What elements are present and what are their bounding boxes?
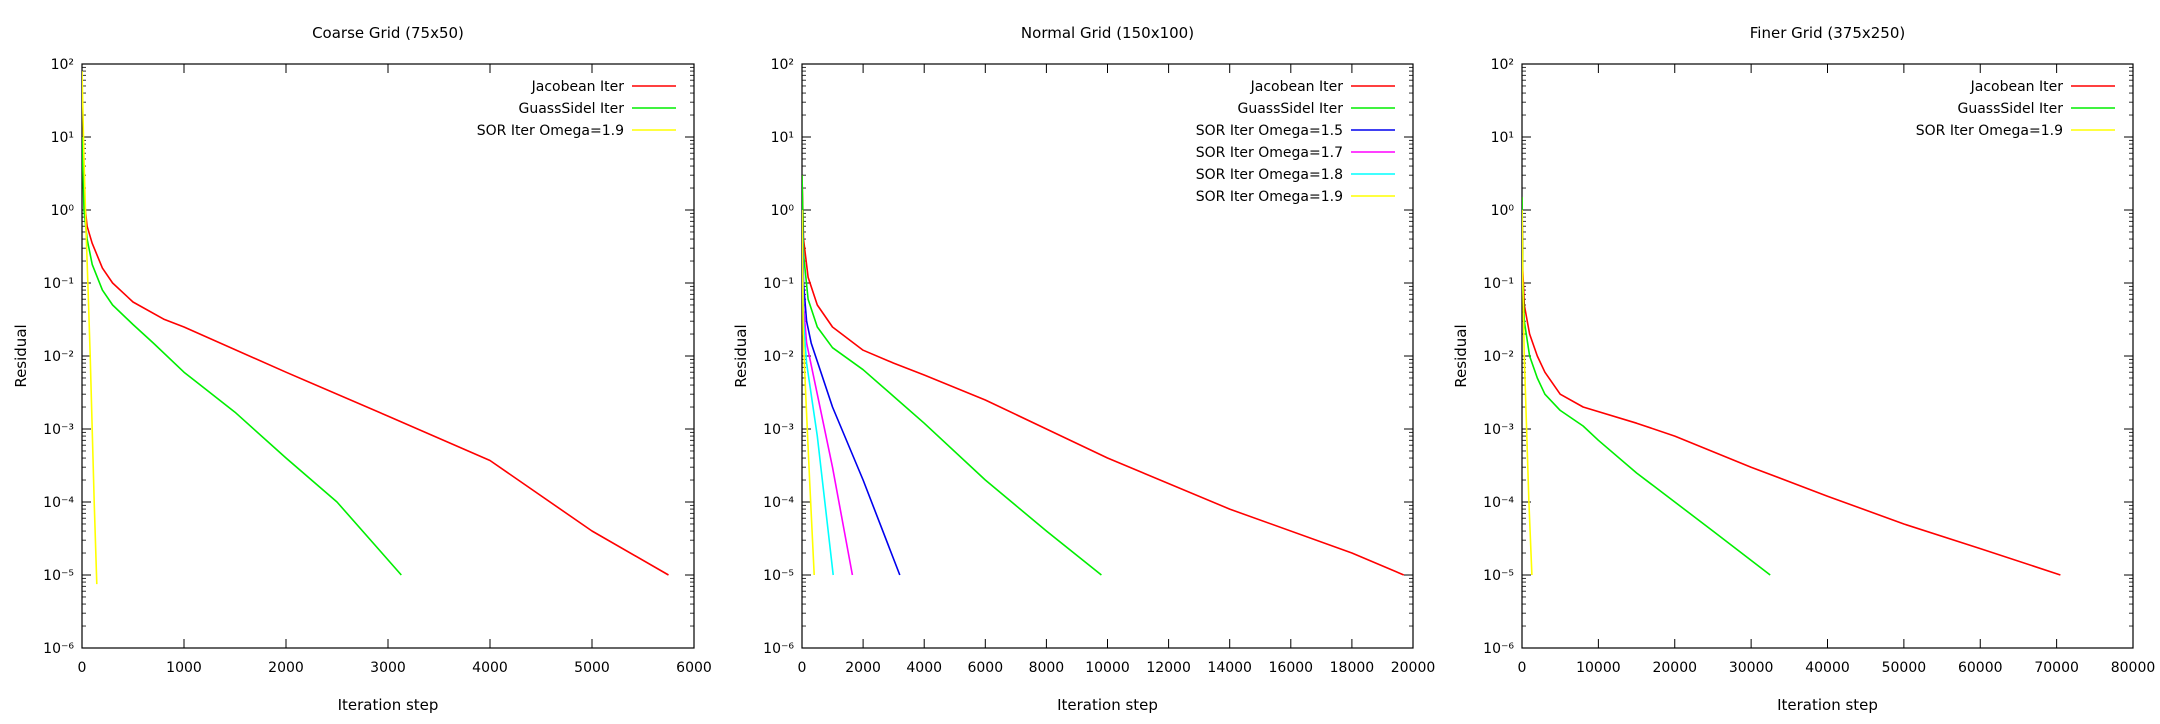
y-tick-label: 10² — [771, 57, 794, 73]
legend-label: GuassSidel Iter — [519, 101, 625, 117]
x-axis-label: Iteration step — [1057, 696, 1158, 714]
y-tick-label: 10⁻¹ — [1483, 276, 1514, 292]
x-axis-label: Iteration step — [338, 696, 439, 714]
x-tick-label: 2000 — [268, 660, 304, 676]
legend-label: SOR Iter Omega=1.5 — [1196, 123, 1343, 139]
legend-label: SOR Iter Omega=1.9 — [477, 123, 624, 139]
chart-panel-3: Finer Grid (375x250) 10⁻⁶ 10⁻⁵ 10⁻⁴ 10⁻³ 10⁻²… — [1452, 24, 2155, 714]
y-tick-label: 10⁻⁴ — [1483, 495, 1514, 511]
x-tick-label: 2000 — [845, 660, 881, 676]
x-axis-label: Iteration step — [1777, 696, 1878, 714]
y-tick-label: 10⁻³ — [763, 422, 794, 438]
x-tick-label: 5000 — [574, 660, 610, 676]
chart-title: Coarse Grid (75x50) — [312, 24, 464, 42]
series-line-1 — [802, 175, 1405, 576]
chart-panel-1: Coarse Grid (75x50) 10⁻⁶ 10⁻⁵ 10⁻⁴ 10⁻³ 10⁻² 1… — [12, 24, 712, 714]
y-axis-label: Residual — [1452, 324, 1470, 387]
y-tick-label: 10⁻² — [1483, 349, 1514, 365]
series-line-3 — [1522, 209, 1533, 576]
y-tick-label: 10¹ — [51, 130, 74, 146]
y-tick-label: 10⁻¹ — [763, 276, 794, 292]
legend-label: GuassSidel Iter — [1238, 101, 1344, 117]
y-tick-label: 10⁻³ — [1483, 422, 1514, 438]
series-line-6 — [802, 209, 815, 576]
x-tick-label: 3000 — [370, 660, 406, 676]
x-tick-label: 4000 — [906, 660, 942, 676]
y-tick-label: 10² — [51, 57, 74, 73]
x-tick-label: 18000 — [1330, 660, 1375, 676]
x-tick-label: 50000 — [1882, 660, 1927, 676]
legend-label: GuassSidel Iter — [1958, 101, 2064, 117]
x-tick-label: 1000 — [166, 660, 202, 676]
legend-label: Jacobean Iter — [531, 79, 625, 95]
x-tick-label: 14000 — [1207, 660, 1252, 676]
x-tick-label: 8000 — [1029, 660, 1065, 676]
series-line-2 — [802, 175, 1102, 576]
x-tick-label: 20000 — [1652, 660, 1697, 676]
chart-panel-2: Normal Grid (150x100) 10⁻⁶ 10⁻⁵ 10⁻⁴ 10⁻³ 10⁻… — [732, 24, 1435, 714]
series-line-1 — [82, 136, 669, 576]
x-tick-label: 16000 — [1269, 660, 1314, 676]
x-tick-label: 20000 — [1391, 660, 1436, 676]
x-tick-label: 4000 — [472, 660, 508, 676]
y-tick-label: 10⁻⁶ — [43, 641, 74, 657]
x-tick-label: 12000 — [1146, 660, 1191, 676]
y-tick-label: 10⁻⁵ — [763, 568, 794, 584]
x-tick-label: 30000 — [1729, 660, 1774, 676]
x-tick-label: 10000 — [1576, 660, 1621, 676]
y-tick-label: 10⁰ — [771, 203, 795, 219]
y-tick-label: 10¹ — [771, 130, 794, 146]
x-tick-label: 70000 — [2034, 660, 2079, 676]
legend-label: SOR Iter Omega=1.8 — [1196, 167, 1343, 183]
y-tick-label: 10¹ — [1491, 130, 1514, 146]
y-tick-label: 10⁻⁴ — [763, 495, 794, 511]
y-tick-label: 10⁻⁶ — [763, 641, 794, 657]
x-tick-label: 6000 — [967, 660, 1003, 676]
x-tick-label: 6000 — [676, 660, 712, 676]
y-tick-label: 10⁻² — [43, 349, 74, 365]
x-tick-label: 60000 — [1958, 660, 2003, 676]
chart-title: Normal Grid (150x100) — [1021, 24, 1194, 42]
x-tick-label: 80000 — [2111, 660, 2156, 676]
legend-label: SOR Iter Omega=1.7 — [1196, 145, 1343, 161]
series-line-1 — [1522, 197, 2061, 576]
series-line-2 — [1522, 197, 1771, 576]
chart-title: Finer Grid (375x250) — [1750, 24, 1905, 42]
y-tick-label: 10⁻⁵ — [1483, 568, 1514, 584]
series-line-3 — [82, 71, 98, 585]
y-axis-label: Residual — [732, 324, 750, 387]
series-line-2 — [82, 136, 402, 576]
y-tick-label: 10⁻⁶ — [1483, 641, 1514, 657]
y-axis-label: Residual — [12, 324, 30, 387]
y-tick-label: 10⁰ — [51, 203, 75, 219]
y-tick-label: 10⁻⁴ — [43, 495, 74, 511]
x-tick-label: 0 — [78, 660, 87, 676]
y-tick-label: 10⁻³ — [43, 422, 74, 438]
y-tick-label: 10⁻² — [763, 349, 794, 365]
x-tick-label: 10000 — [1085, 660, 1130, 676]
y-tick-label: 10⁻⁵ — [43, 568, 74, 584]
plot-frame — [1521, 63, 2134, 649]
legend-label: SOR Iter Omega=1.9 — [1916, 123, 2063, 139]
legend-label: Jacobean Iter — [1250, 79, 1344, 95]
legend-label: SOR Iter Omega=1.9 — [1196, 189, 1343, 205]
x-tick-label: 0 — [1518, 660, 1527, 676]
legend-label: Jacobean Iter — [1970, 79, 2064, 95]
y-tick-label: 10⁻¹ — [43, 276, 74, 292]
y-tick-label: 10² — [1491, 57, 1514, 73]
x-tick-label: 40000 — [1805, 660, 1850, 676]
x-tick-label: 0 — [798, 660, 807, 676]
y-tick-label: 10⁰ — [1491, 203, 1515, 219]
